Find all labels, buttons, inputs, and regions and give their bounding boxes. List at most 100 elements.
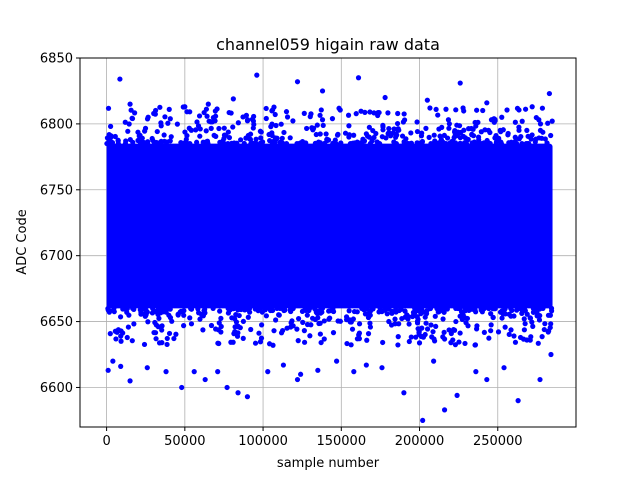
band-edge-point — [505, 130, 511, 137]
band-edge-point — [157, 104, 163, 110]
band-edge-point — [247, 136, 254, 142]
band-edge-point — [435, 140, 441, 146]
band-edge-point — [331, 140, 337, 146]
band-edge-point — [408, 130, 414, 136]
band-edge-point — [322, 140, 328, 146]
band-edge-point — [446, 327, 452, 333]
data-point — [424, 97, 430, 103]
band-edge-point — [304, 125, 310, 132]
band-edge-point — [195, 306, 201, 312]
band-edge-point — [427, 105, 433, 111]
band-edge-point — [419, 325, 425, 331]
band-edge-point — [453, 107, 459, 113]
band-edge-point — [156, 305, 162, 312]
y-axis-label: ADC Code — [15, 209, 30, 274]
band-edge-point — [306, 305, 313, 312]
data-point — [294, 79, 301, 85]
band-edge-point — [253, 136, 259, 142]
band-edge-point — [548, 132, 554, 139]
band-edge-point — [488, 328, 494, 334]
band-edge-point — [197, 133, 203, 139]
band-edge-point — [263, 105, 269, 112]
band-edge-point — [394, 132, 400, 138]
band-edge-point — [303, 140, 309, 146]
band-edge-point — [145, 114, 151, 120]
band-edge-point — [233, 311, 239, 318]
band-edge-point — [129, 338, 135, 344]
band-edge-point — [512, 119, 518, 125]
band-edge-point — [226, 109, 232, 116]
y-tick-label: 6800 — [40, 117, 73, 132]
band-edge-point — [356, 321, 363, 327]
data-point — [224, 384, 230, 391]
band-edge-point — [504, 107, 510, 113]
band-edge-point — [420, 333, 426, 340]
band-edge-point — [197, 126, 203, 132]
band-edge-point — [284, 114, 291, 120]
band-edge-point — [155, 324, 161, 330]
band-edge-point — [514, 141, 520, 147]
data-point — [235, 390, 241, 396]
band-edge-point — [367, 109, 373, 115]
data-point — [537, 376, 543, 383]
band-edge-point — [235, 330, 241, 336]
band-edge-point — [166, 106, 172, 112]
band-edge-point — [107, 331, 113, 337]
band-edge-point — [452, 132, 458, 139]
band-edge-point — [225, 141, 231, 147]
band-edge-point — [283, 140, 290, 147]
band-edge-point — [165, 120, 171, 126]
band-edge-point — [512, 339, 519, 345]
band-edge-point — [130, 139, 136, 145]
band-edge-point — [354, 309, 360, 315]
band-edge-point — [406, 338, 412, 345]
band-edge-point — [440, 316, 446, 322]
band-edge-point — [166, 312, 172, 318]
band-edge-point — [500, 127, 506, 133]
band-edge-point — [240, 114, 246, 120]
band-edge-point — [495, 329, 502, 335]
band-edge-point — [240, 318, 247, 325]
band-edge-point — [465, 136, 471, 143]
band-edge-point — [418, 311, 424, 317]
band-edge-point — [320, 122, 326, 128]
band-edge-point — [539, 105, 546, 111]
band-edge-point — [396, 321, 402, 327]
band-edge-point — [249, 140, 255, 146]
band-edge-point — [496, 135, 502, 141]
band-edge-point — [229, 140, 235, 146]
band-edge-point — [152, 319, 158, 326]
band-edge-point — [483, 141, 489, 147]
chart-title: channel059 higain raw data — [216, 35, 440, 54]
band-edge-point — [218, 329, 224, 335]
band-edge-point — [184, 109, 190, 115]
band-edge-point — [379, 134, 385, 140]
band-edge-point — [446, 125, 452, 131]
band-edge-point — [471, 139, 478, 145]
band-edge-point — [125, 324, 131, 330]
band-edge-point — [317, 131, 323, 137]
band-edge-point — [385, 305, 391, 312]
band-edge-point — [472, 119, 478, 126]
band-edge-point — [181, 323, 187, 329]
band-edge-point — [258, 129, 264, 135]
band-edge-point — [131, 321, 137, 327]
band-edge-point — [380, 339, 386, 346]
band-edge-point — [521, 327, 527, 333]
band-edge-point — [208, 125, 214, 131]
band-edge-point — [142, 128, 148, 134]
data-point — [163, 369, 169, 375]
band-edge-point — [474, 323, 480, 329]
y-tick-label: 6650 — [40, 315, 73, 330]
band-edge-point — [152, 330, 159, 336]
band-edge-point — [210, 305, 216, 312]
band-edge-point — [197, 316, 203, 322]
y-tick-label: 6850 — [40, 52, 73, 67]
band-edge-point — [213, 326, 219, 332]
band-edge-point — [203, 128, 209, 134]
data-point — [254, 72, 260, 78]
band-edge-point — [225, 310, 232, 316]
data-point — [334, 358, 340, 364]
band-edge-point — [414, 314, 420, 320]
band-edge-point — [187, 315, 193, 321]
